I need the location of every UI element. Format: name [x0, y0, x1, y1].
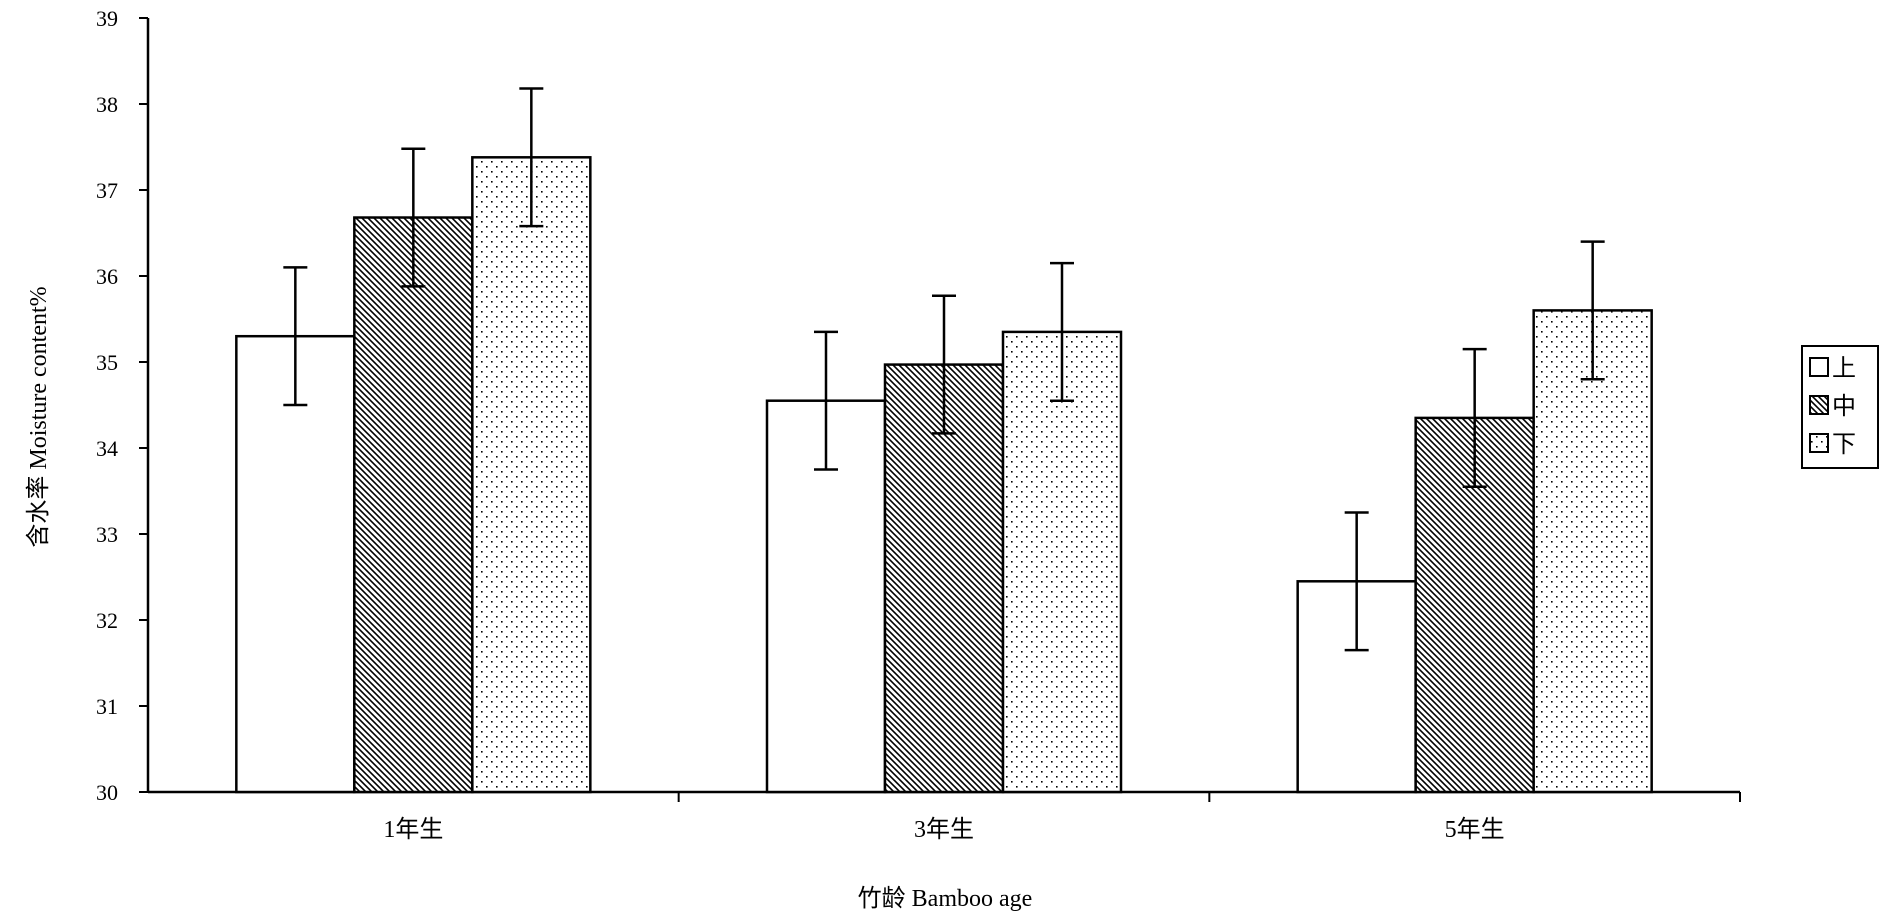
bar-下-1年生: [471, 156, 592, 794]
y-tick-labels: 30 31 32 33 34 35 36 37 38 39: [96, 6, 118, 805]
y-tick-label: 34: [96, 436, 118, 461]
y-tick-label: 31: [96, 694, 118, 719]
legend-swatch: [1809, 395, 1829, 415]
x-axis-title: 竹龄 Bamboo age: [858, 885, 1033, 912]
legend-swatch: [1809, 357, 1829, 377]
bar-下-3年生: [1001, 330, 1123, 794]
error-bar: [1344, 511, 1369, 652]
bar-中-1年生: [353, 216, 474, 794]
bar-上-1年生: [235, 334, 356, 794]
x-category-label: 1年生: [383, 816, 443, 843]
bar-中-3年生: [883, 363, 1005, 794]
legend-label: 中: [1832, 393, 1856, 420]
error-bar: [814, 330, 838, 471]
y-axis-title: 含水率 Moisture content%: [25, 286, 52, 547]
error-bar: [283, 266, 308, 407]
x-category-labels: 1年生 3年生 5年生: [383, 816, 1504, 843]
x-category-label: 3年生: [914, 816, 974, 843]
error-bar: [519, 87, 544, 228]
y-tick-label: 39: [96, 6, 118, 31]
error-bar: [1580, 240, 1605, 381]
error-bar: [932, 294, 956, 435]
x-category-label: 5年生: [1445, 816, 1505, 843]
legend-label: 上: [1832, 355, 1856, 382]
y-tick-label: 35: [96, 350, 118, 375]
y-tick-label: 38: [96, 92, 118, 117]
error-bar: [401, 147, 426, 288]
bars-group: [235, 156, 1653, 794]
error-bar: [1462, 347, 1487, 488]
y-tick-label: 32: [96, 608, 118, 633]
legend-swatch: [1809, 433, 1829, 453]
error-bar: [1050, 261, 1074, 402]
y-tick-label: 36: [96, 264, 118, 289]
y-tick-label: 30: [96, 780, 118, 805]
y-tick-label: 33: [96, 522, 118, 547]
legend: 上中下: [1801, 345, 1879, 469]
bar-下-5年生: [1532, 309, 1653, 794]
y-tick-label: 37: [96, 178, 118, 203]
error-bars-group: [283, 87, 1605, 652]
legend-label: 下: [1832, 432, 1856, 458]
